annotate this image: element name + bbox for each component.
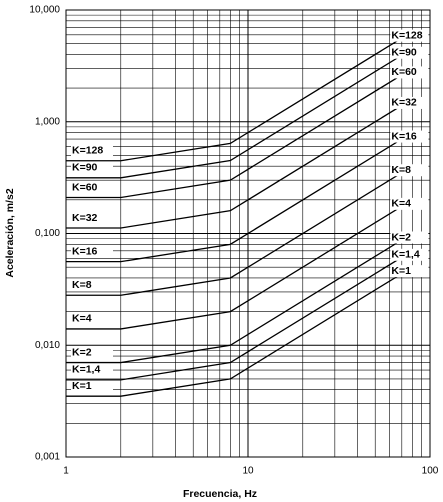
series-label: K=60 bbox=[391, 66, 417, 78]
label-bg bbox=[390, 96, 429, 109]
series-label: K=4 bbox=[391, 198, 411, 210]
series-label: K=1,4 bbox=[391, 249, 419, 261]
series-line bbox=[66, 98, 413, 229]
y-tick-label: 10,000 bbox=[29, 5, 60, 16]
series-line bbox=[66, 250, 413, 381]
series-line bbox=[66, 232, 413, 364]
label-bg bbox=[390, 164, 429, 177]
label-bg bbox=[390, 231, 429, 244]
label-bg bbox=[390, 197, 429, 210]
series-label: K=2 bbox=[72, 346, 92, 358]
x-tick-label: 100 bbox=[422, 466, 439, 477]
label-bg bbox=[71, 380, 113, 393]
y-axis-title: Aceleración, m/s2 bbox=[4, 188, 16, 277]
series-label: K=4 bbox=[72, 313, 92, 325]
series-label: K=16 bbox=[391, 130, 417, 142]
label-bg bbox=[390, 265, 429, 278]
series-line bbox=[66, 48, 413, 179]
series-label: K=90 bbox=[391, 47, 417, 59]
series-label: K=16 bbox=[72, 245, 98, 257]
label-bg bbox=[71, 312, 113, 325]
label-bg bbox=[71, 346, 113, 359]
x-axis-title: Frecuencia, Hz bbox=[183, 488, 257, 500]
series-line bbox=[66, 165, 413, 296]
y-tick-label: 1,000 bbox=[35, 116, 60, 127]
y-tick-label: 0,010 bbox=[35, 340, 60, 351]
x-tick-label: 10 bbox=[242, 466, 254, 477]
series-label: K=1 bbox=[391, 265, 411, 277]
label-bg bbox=[71, 363, 113, 376]
series-label: K=1 bbox=[72, 380, 92, 392]
series-label: K=32 bbox=[72, 212, 98, 224]
label-bg bbox=[71, 245, 113, 258]
label-bg bbox=[390, 130, 429, 143]
label-bg bbox=[71, 211, 113, 224]
label-bg bbox=[71, 144, 113, 157]
series-line bbox=[66, 199, 413, 330]
label-bg bbox=[390, 29, 429, 42]
series-line bbox=[66, 67, 413, 199]
y-tick-label: 0,001 bbox=[35, 452, 60, 463]
series-label: K=2 bbox=[391, 231, 411, 243]
series-label: K=128 bbox=[391, 29, 422, 41]
series-label: K=1,4 bbox=[72, 364, 100, 376]
label-bg bbox=[71, 279, 113, 292]
label-bg bbox=[71, 181, 113, 194]
series-line bbox=[66, 132, 413, 263]
y-tick-label: 0,100 bbox=[35, 228, 60, 239]
label-bg bbox=[390, 46, 429, 59]
x-tick-label: 1 bbox=[63, 466, 69, 477]
series-line bbox=[66, 31, 413, 162]
series-label: K=32 bbox=[391, 97, 417, 109]
series-label: K=90 bbox=[72, 162, 98, 174]
label-bg bbox=[71, 161, 113, 174]
series-label: K=8 bbox=[391, 164, 411, 176]
series-line bbox=[66, 266, 413, 397]
label-bg bbox=[390, 66, 429, 79]
series-label: K=8 bbox=[72, 279, 92, 291]
label-bg bbox=[390, 248, 429, 261]
series-label: K=128 bbox=[72, 145, 103, 157]
series-label: K=60 bbox=[72, 181, 98, 193]
